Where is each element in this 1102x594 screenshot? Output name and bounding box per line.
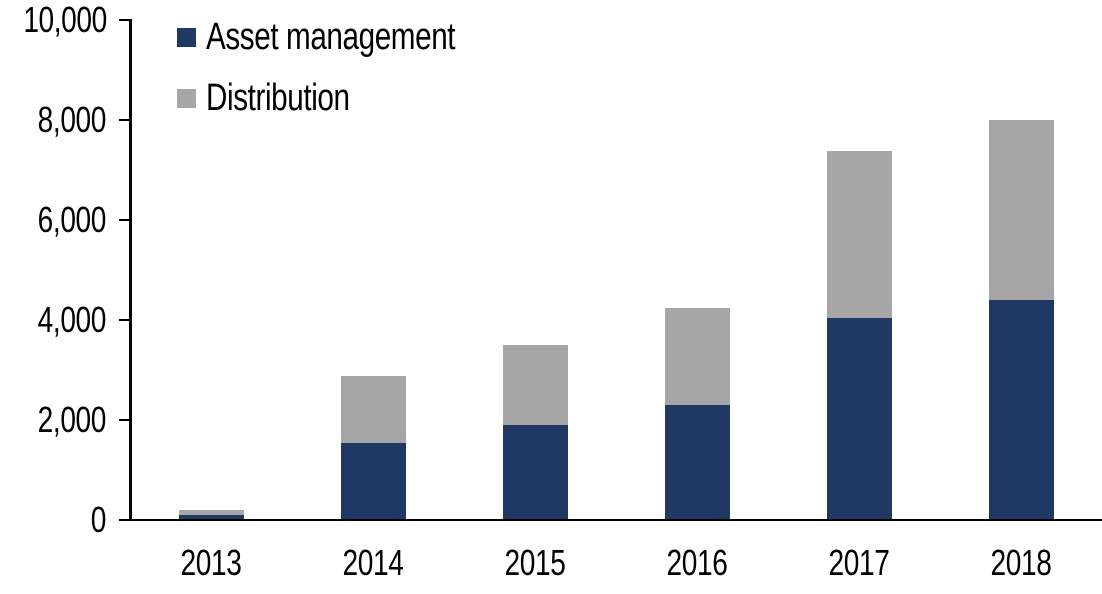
bar-2014-asset-management (340, 442, 406, 520)
legend-label-asset-management: Asset management (206, 16, 456, 58)
y-axis-label-4,000: 4,000 (37, 299, 107, 340)
bar-2016-distribution (664, 307, 730, 405)
legend-item-distribution: Distribution (177, 78, 390, 118)
bar-2018-asset-management (988, 300, 1054, 520)
y-axis-label-2,000: 2,000 (37, 399, 107, 440)
y-axis-label-8,000: 8,000 (37, 99, 107, 140)
bar-2013-asset-management (178, 515, 244, 520)
y-axis-label-0: 0 (90, 499, 107, 540)
y-axis-tick-6,000 (119, 218, 131, 222)
y-axis-tick-2,000 (119, 418, 131, 422)
legend-swatch-distribution-icon (177, 88, 196, 108)
bar-2017-distribution (826, 151, 892, 318)
bar-2016-asset-management (664, 405, 730, 520)
x-axis-label-2013: 2013 (180, 542, 242, 583)
x-axis-label-2016: 2016 (666, 542, 728, 583)
x-axis-label-2014: 2014 (342, 542, 404, 583)
bar-2017-asset-management (826, 317, 892, 520)
y-axis-label-6,000: 6,000 (37, 199, 107, 240)
y-axis-tick-8,000 (119, 118, 131, 122)
bar-2015-distribution (502, 345, 568, 425)
y-axis-tick-10,000 (119, 18, 131, 22)
x-axis-label-2015: 2015 (504, 542, 566, 583)
y-axis-tick-4,000 (119, 318, 131, 322)
bar-2013-distribution (178, 510, 244, 515)
y-axis-label-10,000: 10,000 (23, 0, 107, 40)
bar-2014-distribution (340, 375, 406, 443)
x-axis-label-2018: 2018 (990, 542, 1052, 583)
bar-2018-distribution (988, 120, 1054, 300)
x-axis-label-2017: 2017 (828, 542, 890, 583)
y-axis-line (129, 19, 132, 521)
y-axis-tick-0 (119, 518, 131, 522)
bar-2015-asset-management (502, 425, 568, 520)
legend-swatch-asset-management-icon (177, 27, 196, 47)
legend-item-asset-management: Asset management (177, 17, 525, 57)
legend-label-distribution: Distribution (206, 77, 350, 119)
plot-area (130, 20, 1102, 520)
x-axis-line (119, 518, 1102, 522)
